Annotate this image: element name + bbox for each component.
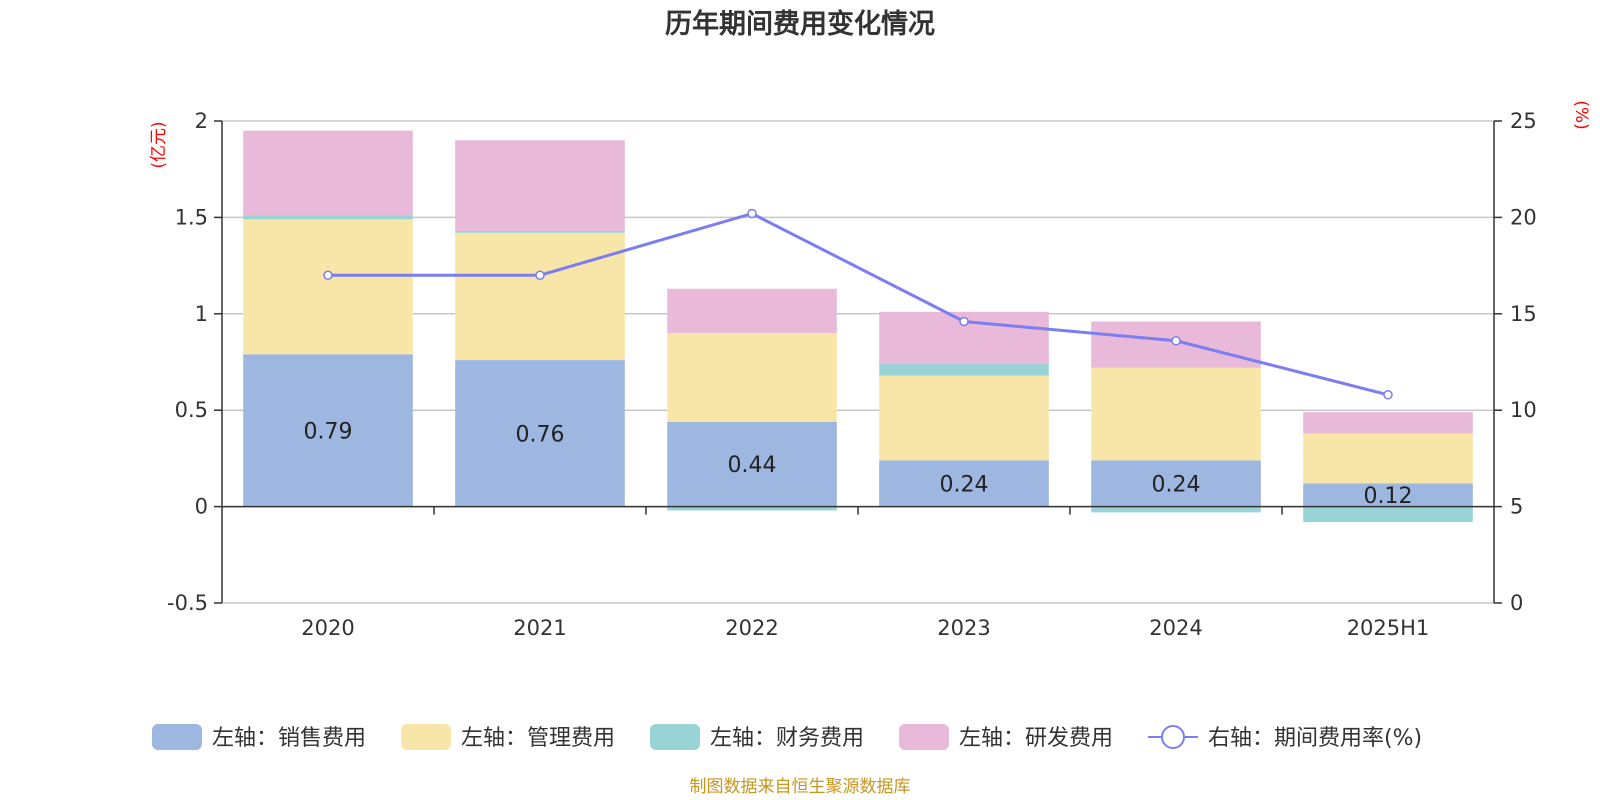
bar-segment	[1303, 506, 1473, 523]
rate-point	[323, 270, 333, 280]
bar-segment	[1091, 367, 1261, 461]
left-tick-label: 0	[195, 495, 208, 519]
right-tick-label: 10	[1510, 398, 1537, 422]
bar-data-label: 0.24	[1152, 472, 1201, 497]
x-tick-label: 2021	[513, 616, 566, 640]
left-tick-label: 0.5	[175, 398, 208, 422]
bar-segment	[455, 230, 625, 233]
legend: 左轴：销售费用 左轴：管理费用 左轴：财务费用 左轴：研发费用 右轴：期间费用率(%)	[152, 724, 1422, 751]
bar-segment	[455, 140, 625, 231]
legend-label: 左轴：销售费用	[212, 726, 366, 751]
bar-data-label: 0.79	[304, 419, 353, 444]
bar-data-label: 0.76	[516, 422, 565, 447]
bar-segment	[243, 219, 413, 355]
legend-swatch	[650, 724, 700, 750]
bar-segment	[455, 360, 625, 507]
bar-data-label: 0.12	[1364, 484, 1413, 509]
legend-label: 右轴：期间费用率(%)	[1208, 726, 1422, 751]
rate-line-path	[328, 211, 1389, 397]
bar-data-label: 0.24	[940, 472, 989, 497]
bar-segment	[1091, 460, 1261, 507]
rate-point	[1171, 336, 1181, 346]
rate-point	[747, 208, 757, 219]
bar-segment	[243, 354, 413, 507]
legend-label: 左轴：研发费用	[959, 726, 1113, 751]
data-labels: 0.79 0.76 0.44 0.24 0.24 0.12	[304, 419, 1413, 509]
right-tick-label: 15	[1510, 302, 1537, 326]
bar-segment	[1303, 483, 1473, 507]
bars	[243, 130, 1473, 523]
bar-segment	[243, 130, 413, 216]
bar-segment	[455, 232, 625, 361]
left-tick-label: 1	[195, 302, 208, 326]
right-tick-label: 0	[1510, 591, 1523, 615]
rate-point	[959, 316, 969, 327]
right-axis-unit: (%)	[1571, 100, 1591, 129]
rate-point	[535, 270, 545, 280]
legend-label: 左轴：管理费用	[461, 726, 615, 751]
right-tick-label: 20	[1510, 205, 1537, 229]
x-tick-label: 2024	[1149, 616, 1202, 640]
x-tick-label: 2022	[725, 616, 778, 640]
bar-segment	[1303, 433, 1473, 484]
rate-point	[1383, 390, 1393, 400]
left-tick-label: 1.5	[175, 205, 208, 229]
bar-segment	[1303, 412, 1473, 434]
legend-marker-swatch	[1161, 725, 1185, 749]
legend-swatch	[401, 724, 451, 750]
bar-segment	[667, 333, 837, 422]
legend-swatch	[152, 724, 202, 750]
bar-segment	[667, 421, 837, 507]
x-tick-label: 2020	[301, 616, 354, 640]
right-tick-label: 5	[1510, 495, 1523, 519]
chart-title: 历年期间费用变化情况	[665, 8, 935, 40]
left-axis-unit: (亿元)	[149, 121, 169, 168]
bar-segment	[879, 460, 1049, 507]
left-tick-label: 2	[195, 109, 208, 133]
x-tick-label: 2025H1	[1347, 616, 1430, 640]
bar-data-label: 0.44	[728, 453, 777, 478]
legend-label: 左轴：财务费用	[710, 726, 864, 751]
right-tick-label: 25	[1510, 109, 1537, 133]
bar-segment	[243, 215, 413, 220]
left-tick-label: -0.5	[167, 591, 208, 615]
legend-swatch	[899, 724, 949, 750]
x-tick-label: 2023	[937, 616, 990, 640]
bar-segment	[667, 288, 837, 334]
bar-segment	[1091, 506, 1261, 513]
rate-line	[323, 208, 1393, 400]
source-note: 制图数据来自恒生聚源数据库	[690, 777, 911, 797]
bar-segment	[879, 375, 1049, 461]
bar-segment	[879, 363, 1049, 376]
bar-segment	[667, 506, 837, 511]
